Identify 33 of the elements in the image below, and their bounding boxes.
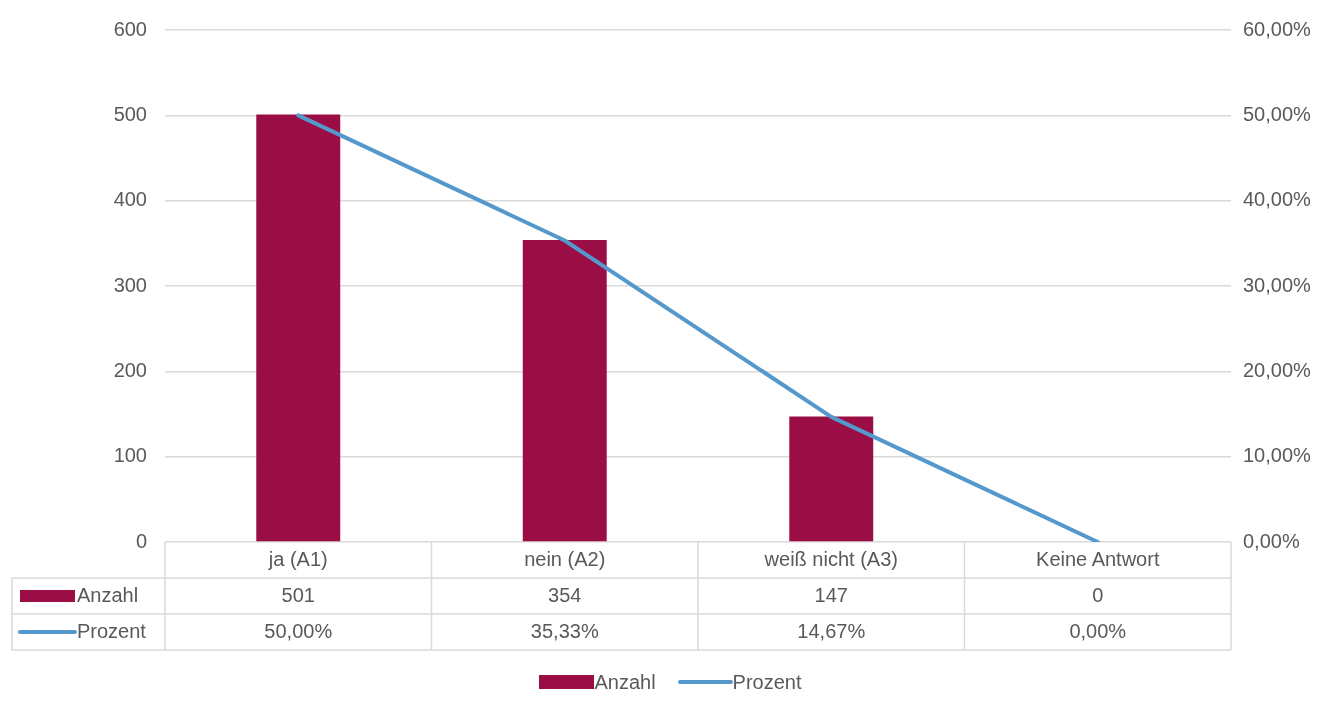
- y2-tick-label: 0,00%: [1243, 529, 1300, 552]
- y-tick-label: 500: [113, 102, 147, 125]
- data-label: 14,67%: [797, 619, 866, 642]
- legend-label: Anzahl: [77, 583, 139, 606]
- y-tick-label: 100: [113, 444, 147, 467]
- data-label: 501: [281, 583, 315, 606]
- data-label: 35,33%: [530, 619, 599, 642]
- bar: [522, 239, 607, 542]
- y-tick-label: 300: [113, 273, 147, 296]
- data-label: 0: [1092, 583, 1104, 606]
- y-tick-label: 400: [113, 188, 147, 211]
- data-label: 0,00%: [1069, 619, 1127, 642]
- y-tick-label: 0: [135, 529, 147, 552]
- x-tick-label: Keine Antwort: [1036, 547, 1160, 570]
- y2-tick-label: 30,00%: [1243, 273, 1312, 296]
- y2-tick-label: 50,00%: [1243, 102, 1312, 125]
- legend-label: Prozent: [732, 670, 802, 694]
- data-label: 147: [814, 583, 848, 606]
- y2-tick-label: 60,00%: [1243, 17, 1312, 40]
- text: Anzahl: [594, 670, 656, 693]
- y-tick-label: 600: [113, 17, 147, 40]
- y2-tick-label: 40,00%: [1243, 188, 1312, 211]
- x-tick-label: nein (A2): [524, 547, 606, 570]
- y2-tick-label: 20,00%: [1243, 358, 1312, 381]
- y-tick-label: 200: [113, 358, 147, 381]
- bar: [256, 114, 341, 542]
- bar: [789, 416, 874, 542]
- x-tick-label: ja (A1): [267, 547, 328, 570]
- data-label: 354: [548, 583, 582, 606]
- y2-tick-label: 10,00%: [1243, 444, 1312, 467]
- text: Prozent: [77, 619, 146, 642]
- x-tick-label: weiß nicht (A3): [763, 547, 898, 570]
- data-label: 50,00%: [264, 619, 333, 642]
